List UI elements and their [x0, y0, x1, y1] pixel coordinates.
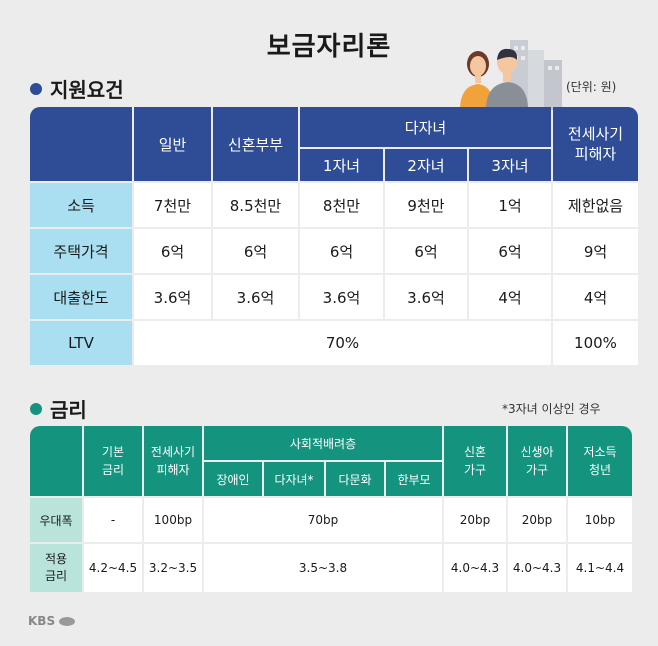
- header-empty: [30, 107, 132, 181]
- cell: 9천만: [385, 183, 467, 227]
- cell: 6억: [469, 229, 551, 273]
- table-row: 대출한도 3.6억 3.6억 3.6억 3.6억 4억 4억: [30, 275, 638, 319]
- section-label: 지원요건: [50, 78, 124, 102]
- cell: 10bp: [568, 498, 632, 542]
- page-title: 보금자리론: [266, 32, 392, 62]
- requirements-table: 일반 신혼부부 다자녀 전세사기 피해자 1자녀 2자녀 3자녀 소득 7천만 …: [28, 105, 640, 367]
- table-row: 적용 금리 4.2~4.5 3.2~3.5 3.5~3.8 4.0~4.3 4.…: [30, 544, 632, 592]
- cell: 4.2~4.5: [84, 544, 142, 592]
- footnote: *3자녀 이상인 경우: [502, 402, 601, 416]
- row-label: 우대폭: [30, 498, 82, 542]
- header-base-rate: 기본 금리: [84, 426, 142, 496]
- header-newlywed: 신혼부부: [213, 107, 298, 181]
- cell: 3.2~3.5: [144, 544, 202, 592]
- header-social: 사회적배려층: [204, 426, 442, 460]
- header-2-child: 2자녀: [385, 149, 467, 181]
- cell: 20bp: [444, 498, 506, 542]
- header-1-child: 1자녀: [300, 149, 383, 181]
- table-row: 우대폭 - 100bp 70bp 20bp 20bp 10bp: [30, 498, 632, 542]
- unit-note: (단위: 원): [566, 80, 617, 94]
- row-label: 적용 금리: [30, 544, 82, 592]
- cell: 6억: [300, 229, 383, 273]
- row-label: LTV: [30, 321, 132, 365]
- cell: 3.5~3.8: [204, 544, 442, 592]
- table-row: LTV 70% 100%: [30, 321, 638, 365]
- cell: 4억: [469, 275, 551, 319]
- logo-mark-icon: [59, 616, 76, 626]
- header-3-child: 3자녀: [469, 149, 551, 181]
- bullet-dot-icon: [30, 82, 42, 95]
- table-row: 소득 7천만 8.5천만 8천만 9천만 1억 제한없음: [30, 183, 638, 227]
- header-fraud-victim: 전세사기 피해자: [553, 107, 638, 181]
- cell: 20bp: [508, 498, 566, 542]
- cell: 6억: [213, 229, 298, 273]
- logo-text: KBS: [28, 614, 56, 628]
- row-label: 소득: [30, 183, 132, 227]
- cell: 4.0~4.3: [508, 544, 566, 592]
- header-youth: 저소득 청년: [568, 426, 632, 496]
- cell: 6억: [134, 229, 211, 273]
- row-label: 주택가격: [30, 229, 132, 273]
- cell: 8천만: [300, 183, 383, 227]
- cell: 100%: [553, 321, 638, 365]
- cell: 3.6억: [300, 275, 383, 319]
- section-heading-rates: 금리: [30, 394, 87, 423]
- header-newborn: 신생아 가구: [508, 426, 566, 496]
- cell: 70bp: [204, 498, 442, 542]
- cell: 3.6억: [385, 275, 467, 319]
- cell: 4억: [553, 275, 638, 319]
- cell: 3.6억: [213, 275, 298, 319]
- cell: 4.1~4.4: [568, 544, 632, 592]
- table-row: 주택가격 6억 6억 6억 6억 6억 9억: [30, 229, 638, 273]
- cell: 7천만: [134, 183, 211, 227]
- section-label: 금리: [50, 398, 87, 422]
- header-newlywed: 신혼 가구: [444, 426, 506, 496]
- cell: 4.0~4.3: [444, 544, 506, 592]
- header-general: 일반: [134, 107, 211, 181]
- header-empty: [30, 426, 82, 496]
- couple-illustration: [460, 40, 562, 110]
- cell: 제한없음: [553, 183, 638, 227]
- header-multi-child: 다자녀*: [264, 462, 324, 496]
- kbs-logo: KBS: [28, 614, 76, 628]
- cell: 9억: [553, 229, 638, 273]
- row-label: 대출한도: [30, 275, 132, 319]
- header-fraud-victim: 전세사기 피해자: [144, 426, 202, 496]
- cell: 100bp: [144, 498, 202, 542]
- cell: 8.5천만: [213, 183, 298, 227]
- cell: 1억: [469, 183, 551, 227]
- bullet-dot-icon: [30, 402, 42, 415]
- cell: 6억: [385, 229, 467, 273]
- header-multi-child: 다자녀: [300, 107, 551, 147]
- header-single-parent: 한부모: [386, 462, 442, 496]
- cell: 3.6억: [134, 275, 211, 319]
- cell: 70%: [134, 321, 551, 365]
- section-heading-requirements: 지원요건: [30, 74, 124, 103]
- cell: -: [84, 498, 142, 542]
- header-disabled: 장애인: [204, 462, 262, 496]
- rates-table: 기본 금리 전세사기 피해자 사회적배려층 신혼 가구 신생아 가구 저소득 청…: [28, 424, 634, 594]
- header-multicultural: 다문화: [326, 462, 384, 496]
